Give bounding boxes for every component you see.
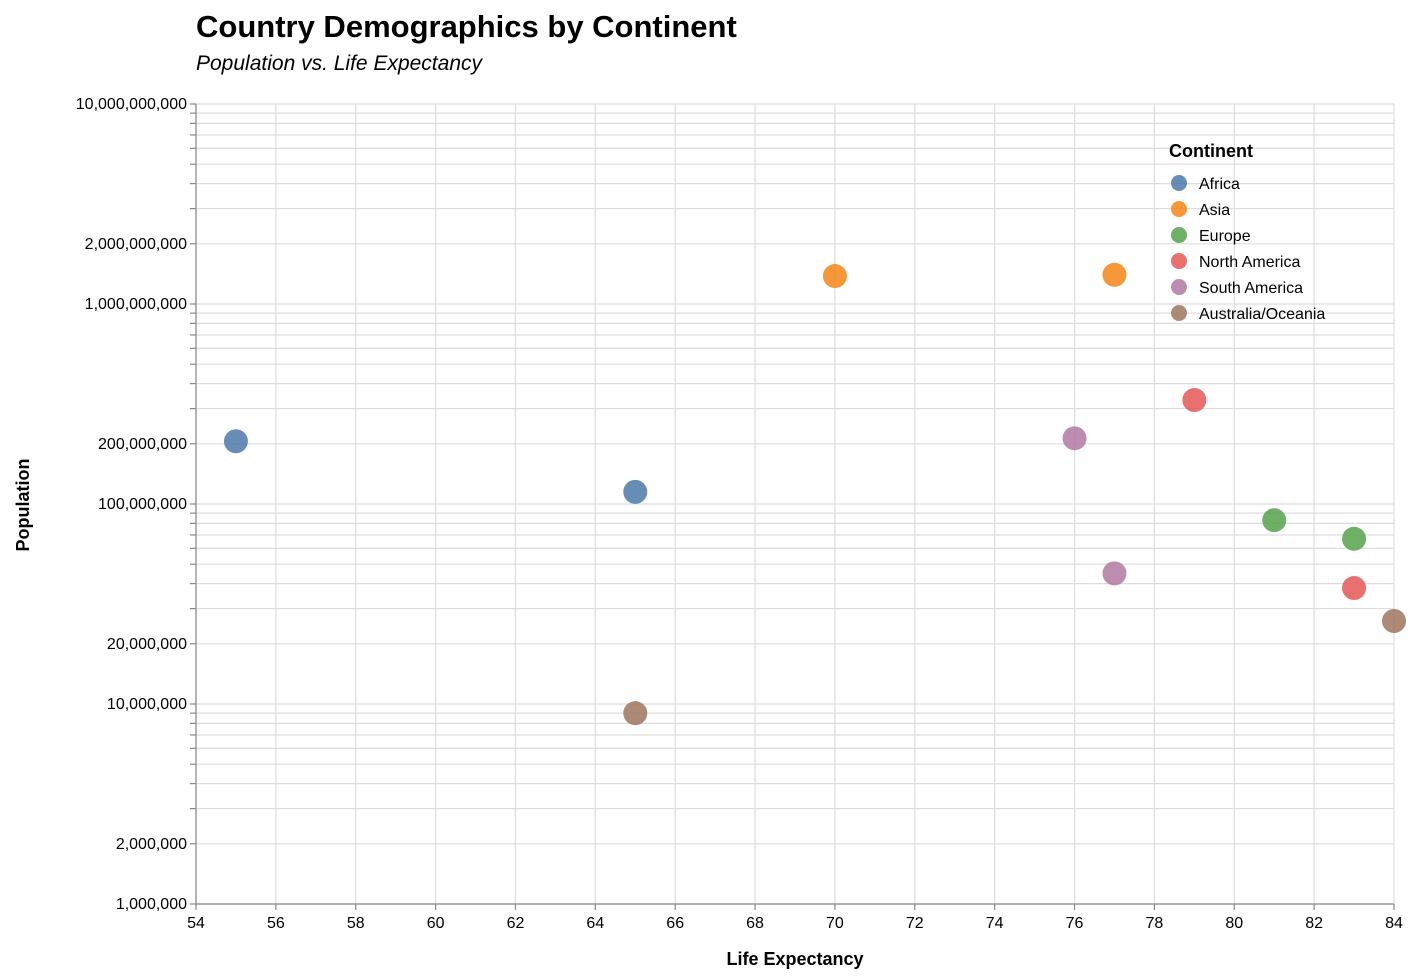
data-point	[223, 429, 248, 454]
chart-title: Country Demographics by Continent	[196, 9, 737, 44]
x-tick-label: 58	[347, 915, 365, 932]
y-tick-label: 200,000,000	[98, 436, 187, 453]
legend-swatch	[1171, 253, 1187, 269]
x-tick-label: 56	[267, 915, 285, 932]
y-tick-label: 10,000,000,000	[76, 96, 187, 113]
x-tick-label: 66	[666, 915, 684, 932]
data-point	[1382, 609, 1406, 634]
axes: 54 56 58 60 62 64 66 68 70 72 74 76 78 80 82 84 1,000,00…	[76, 96, 1403, 932]
legend-label: Europe	[1199, 228, 1251, 245]
data-point	[623, 701, 648, 726]
data-point	[1102, 262, 1127, 287]
legend-label: North America	[1199, 254, 1300, 271]
data-point	[822, 264, 847, 289]
x-tick-label: 78	[1146, 915, 1164, 932]
x-axis-title: Life Expectancy	[726, 949, 863, 969]
legend-label: South America	[1199, 280, 1303, 297]
legend-label: Asia	[1199, 202, 1230, 219]
data-point	[623, 479, 648, 504]
data-point	[1102, 561, 1127, 586]
y-axis-title: Population	[13, 459, 33, 552]
x-tick-label: 74	[986, 915, 1004, 932]
x-tick-label: 76	[1066, 915, 1084, 932]
legend-swatch	[1171, 201, 1187, 217]
legend-label: Africa	[1199, 176, 1240, 193]
x-tick-label: 70	[826, 915, 844, 932]
data-point	[1262, 508, 1287, 533]
data-points	[223, 262, 1406, 726]
legend-swatch	[1171, 305, 1187, 321]
x-tick-label: 80	[1225, 915, 1243, 932]
legend-swatch	[1171, 227, 1187, 243]
data-point	[1062, 426, 1087, 451]
legend-title: Continent	[1169, 141, 1253, 161]
x-tick-label: 68	[746, 915, 764, 932]
data-point	[1342, 526, 1367, 551]
x-tick-label: 64	[586, 915, 604, 932]
y-tick-label: 20,000,000	[107, 636, 187, 653]
legend: Continent Africa Asia Europe North America S…	[1169, 141, 1325, 323]
y-tick-label: 2,000,000,000	[85, 236, 187, 253]
legend-swatch	[1171, 279, 1187, 295]
x-tick-label: 60	[427, 915, 445, 932]
x-tick-label: 72	[906, 915, 924, 932]
y-tick-label: 1,000,000,000	[85, 296, 187, 313]
x-tick-label: 82	[1305, 915, 1323, 932]
x-tick-label: 84	[1385, 915, 1403, 932]
legend-swatch	[1171, 175, 1187, 191]
y-tick-label: 100,000,000	[98, 496, 187, 513]
x-tick-label: 62	[507, 915, 525, 932]
chart-subtitle: Population vs. Life Expectancy	[196, 52, 484, 75]
y-tick-label: 10,000,000	[107, 696, 187, 713]
legend-label: Australia/Oceania	[1199, 306, 1325, 323]
grid	[195, 103, 1395, 905]
data-point	[1342, 576, 1367, 601]
data-point	[1182, 388, 1207, 413]
y-tick-label: 1,000,000	[116, 896, 187, 913]
x-tick-label: 54	[187, 915, 205, 932]
y-tick-label: 2,000,000	[116, 836, 187, 853]
